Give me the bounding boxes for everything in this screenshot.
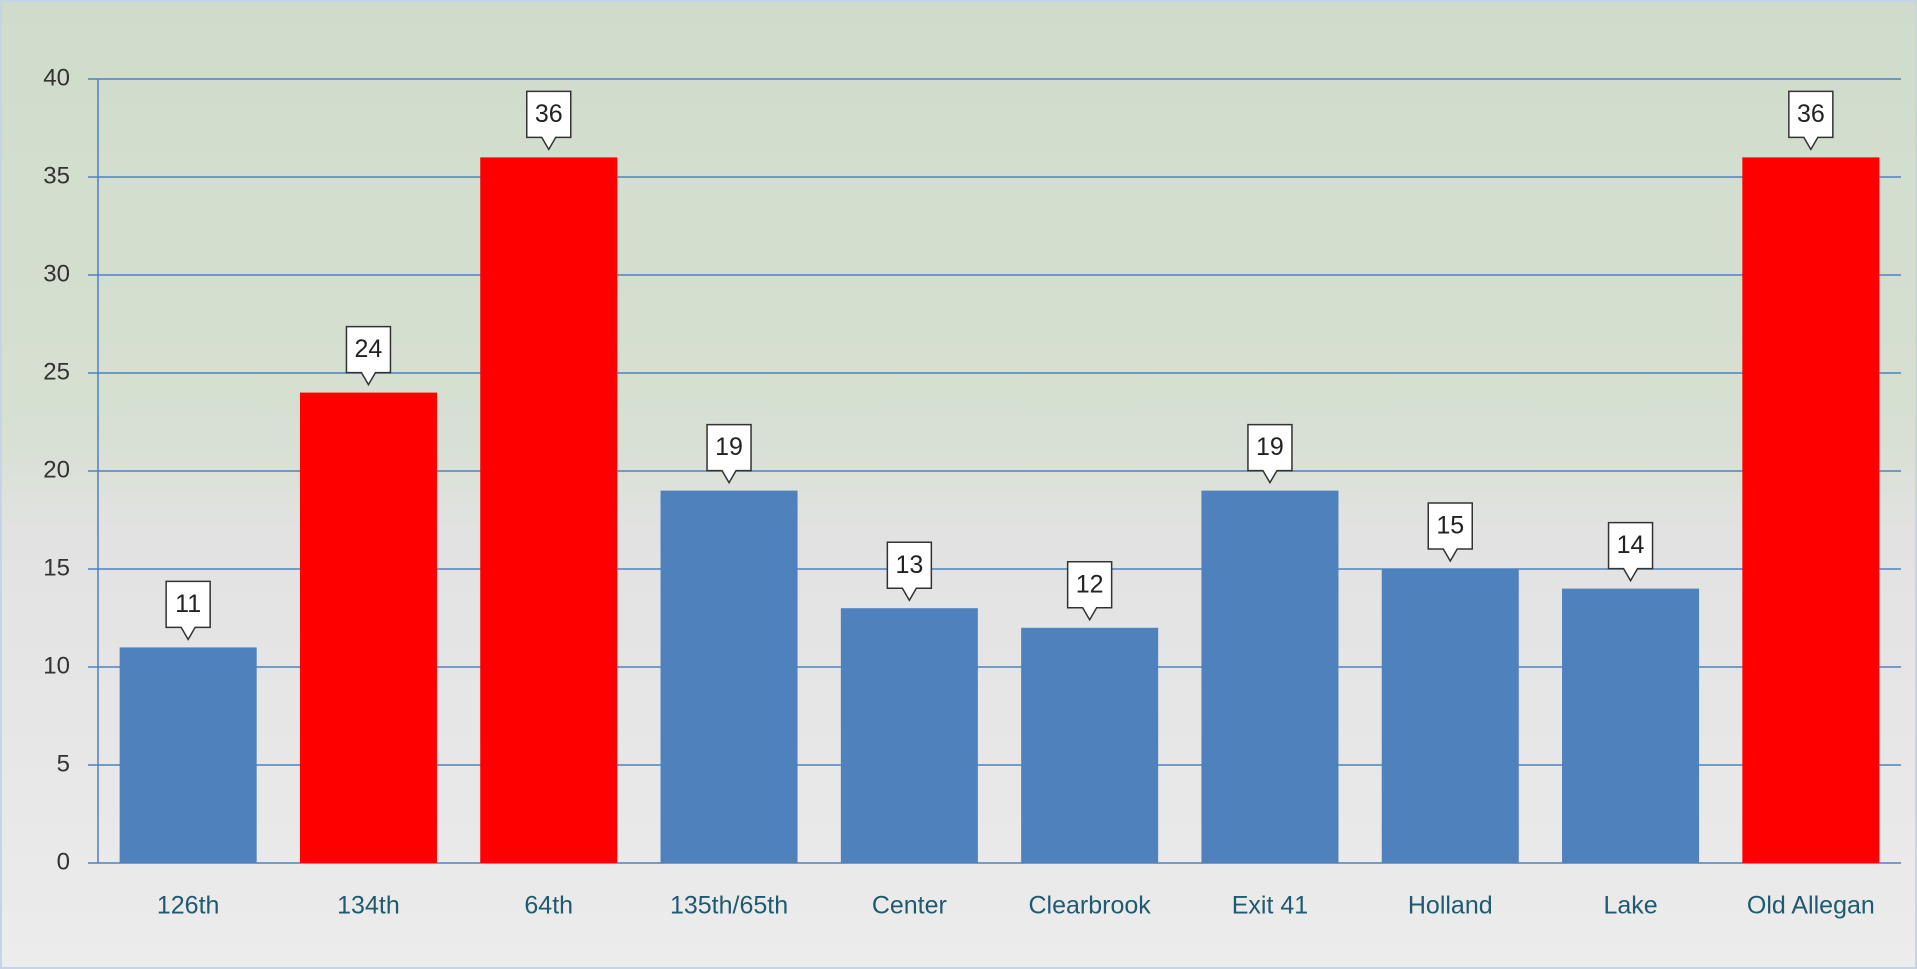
y-tick-label: 40	[43, 64, 70, 91]
bar	[1381, 569, 1519, 863]
callout	[1607, 521, 1654, 583]
data-label: 19	[715, 433, 743, 461]
y-tick-label: 25	[43, 358, 70, 385]
bar	[480, 157, 618, 863]
x-tick-label: Clearbrook	[1029, 892, 1152, 920]
data-label: 15	[1436, 512, 1464, 540]
y-tick-label: 30	[43, 260, 70, 287]
data-label: 36	[535, 100, 563, 128]
y-tick-label: 5	[57, 750, 70, 777]
x-tick-label: Center	[872, 892, 947, 920]
x-tick-label: 64th	[524, 892, 573, 920]
x-tick-label: Lake	[1603, 892, 1657, 920]
y-tick-label: 20	[43, 456, 70, 483]
bar	[1021, 627, 1159, 863]
data-label: 13	[895, 551, 923, 579]
x-tick-label: Holland	[1408, 892, 1493, 920]
y-tick-label: 35	[43, 162, 70, 189]
data-label: 24	[355, 335, 383, 363]
data-label: 19	[1256, 433, 1284, 461]
data-label: 11	[175, 590, 201, 618]
data-label: 12	[1076, 570, 1104, 598]
y-tick-label: 15	[43, 554, 70, 581]
x-tick-label: 126th	[157, 892, 220, 920]
callout	[526, 90, 572, 151]
bar	[660, 490, 798, 863]
callout	[165, 580, 211, 641]
bar	[1742, 157, 1880, 863]
data-label: 14	[1617, 531, 1645, 559]
data-label: 36	[1797, 100, 1825, 128]
callout	[886, 541, 933, 602]
x-tick-label: Exit 41	[1232, 892, 1308, 920]
bar	[840, 608, 978, 863]
y-tick-label: 0	[57, 848, 70, 875]
bar	[299, 392, 437, 863]
callout	[345, 325, 392, 387]
callout	[1427, 502, 1473, 563]
y-tick-label: 10	[43, 652, 70, 679]
x-tick-label: Old Allegan	[1747, 892, 1875, 920]
bar	[1562, 588, 1700, 863]
callout	[706, 423, 752, 485]
callout	[1247, 423, 1293, 485]
x-tick-label: 134th	[337, 892, 400, 920]
bar	[1201, 490, 1339, 863]
callout	[1788, 90, 1834, 151]
bar	[119, 647, 257, 863]
x-tick-label: 135th/65th	[670, 892, 788, 920]
callout	[1066, 561, 1113, 622]
